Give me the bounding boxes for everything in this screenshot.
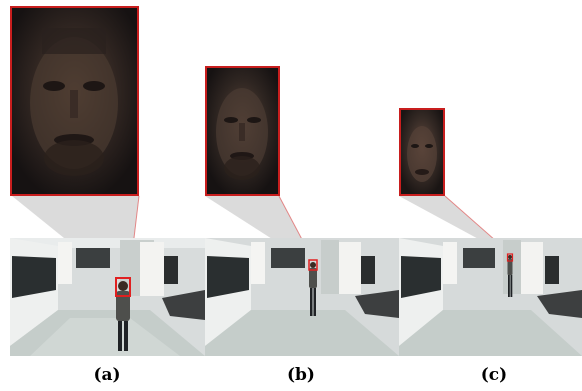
face-detection-box — [115, 277, 131, 297]
face-crop-image — [207, 68, 278, 194]
corridor-scene-image — [399, 238, 582, 356]
scene-a — [10, 238, 205, 356]
caption-a: (a) — [93, 365, 121, 385]
person-figure — [507, 255, 513, 297]
face-crop-image — [401, 110, 443, 194]
caption-b: (b) — [287, 365, 315, 385]
corridor-scene-image — [10, 238, 205, 356]
face-crop-c — [399, 108, 445, 196]
face-crop-image — [12, 8, 137, 194]
scene-c — [399, 238, 582, 356]
face-crop-a — [10, 6, 139, 196]
person-figure — [116, 281, 130, 351]
face-detection-box — [308, 259, 318, 271]
face-crop-b — [205, 66, 280, 196]
scene-b — [205, 238, 399, 356]
caption-c: (c) — [480, 365, 508, 385]
corridor-scene-image — [205, 238, 399, 356]
person-figure — [309, 262, 317, 316]
face-detection-box — [506, 253, 514, 262]
